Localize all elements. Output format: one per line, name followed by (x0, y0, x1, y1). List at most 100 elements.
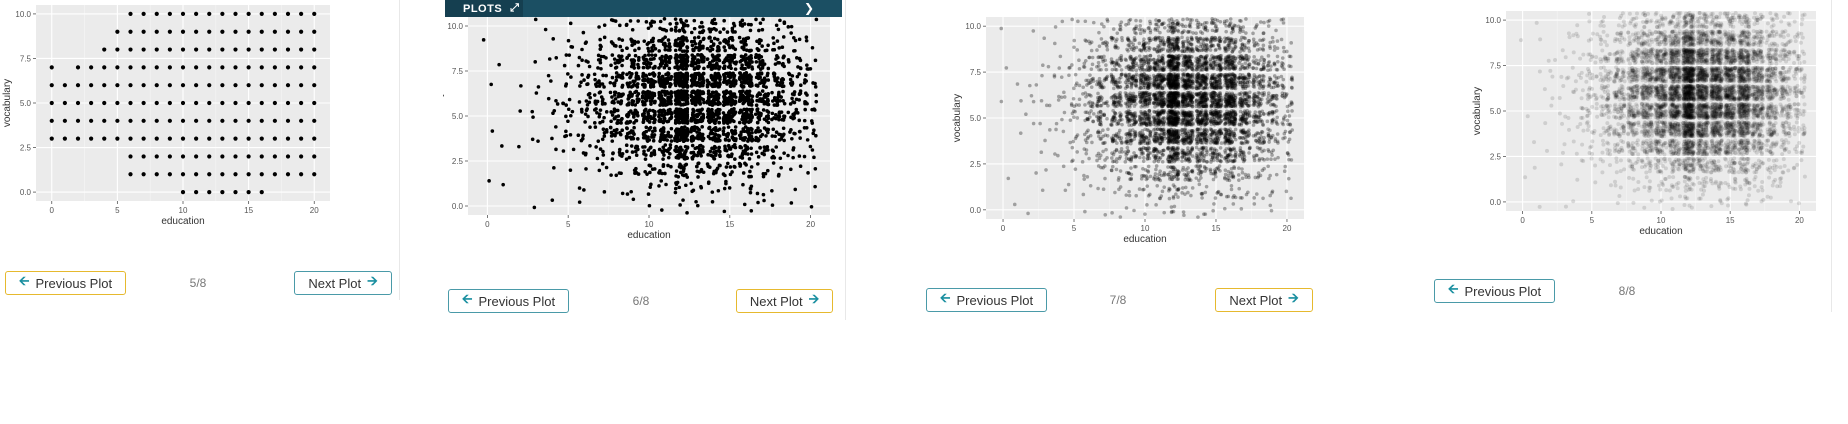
data-point (709, 128, 714, 133)
data-point (698, 30, 702, 35)
data-point (1124, 23, 1128, 27)
data-point (1146, 119, 1151, 124)
data-point (1110, 60, 1115, 64)
data-point (1060, 117, 1064, 122)
data-point (634, 74, 639, 78)
data-point (1141, 75, 1146, 79)
data-point (669, 76, 673, 81)
data-point (1058, 54, 1063, 59)
data-point (601, 149, 605, 154)
data-point (233, 65, 238, 70)
data-point (726, 53, 730, 58)
data-point (658, 109, 663, 114)
data-point (1073, 109, 1077, 114)
data-point (651, 43, 656, 48)
data-point (1142, 136, 1147, 140)
data-point (742, 54, 746, 59)
data-point (1126, 149, 1130, 153)
data-point (1126, 37, 1130, 42)
data-point (1126, 21, 1131, 26)
expand-icon[interactable]: ⤢ (510, 2, 520, 14)
data-point (1124, 193, 1129, 197)
data-point (780, 81, 785, 85)
data-point (180, 154, 186, 159)
data-point (678, 42, 682, 47)
data-point (762, 126, 767, 130)
plots-tab[interactable]: PLOTS ⤢ (445, 0, 523, 17)
x-tick-label: 0 (485, 220, 490, 229)
data-point (285, 154, 291, 159)
data-point (115, 136, 120, 141)
data-point (643, 61, 647, 66)
data-point (1102, 41, 1106, 45)
next-plot-label: Next Plot (749, 293, 803, 309)
next-plot-button-5[interactable]: Next Plot 🡪 (294, 271, 392, 295)
data-point (1146, 145, 1151, 150)
data-point (647, 203, 652, 208)
data-point (1134, 193, 1139, 198)
data-point (1128, 134, 1132, 138)
data-point (1127, 157, 1132, 162)
data-point (1118, 94, 1123, 98)
previous-plot-button-6[interactable]: 🡨 Previous Plot (448, 289, 569, 313)
data-point (630, 27, 635, 32)
data-point (1137, 187, 1142, 191)
data-point (701, 145, 705, 149)
data-point (1118, 91, 1123, 95)
data-point (1143, 127, 1147, 132)
data-point (1147, 74, 1152, 79)
data-point (674, 57, 679, 62)
data-point (1157, 157, 1162, 161)
data-point (588, 125, 592, 129)
data-point (652, 56, 656, 61)
data-point (1118, 114, 1123, 119)
data-point (1129, 138, 1134, 143)
next-plot-button-6[interactable]: Next Plot 🡪 (736, 289, 833, 313)
data-point (757, 111, 762, 116)
data-point (771, 161, 776, 165)
data-point (1176, 188, 1180, 192)
data-point (1130, 94, 1135, 99)
data-point (1129, 40, 1133, 45)
data-point (1096, 118, 1101, 123)
data-point (630, 60, 635, 64)
data-point (1142, 83, 1146, 88)
data-point (644, 107, 648, 112)
data-point (580, 58, 584, 62)
data-point (725, 134, 730, 139)
data-point (1101, 149, 1105, 154)
data-point (777, 138, 782, 142)
data-points (999, 17, 1295, 219)
previous-plot-button-5[interactable]: 🡨 Previous Plot (5, 271, 126, 295)
previous-plot-label: Previous Plot (478, 293, 556, 309)
data-point (1100, 85, 1104, 90)
data-point (643, 170, 647, 174)
data-point (637, 46, 641, 51)
data-point (194, 47, 199, 52)
data-point (761, 17, 765, 22)
data-point (742, 58, 747, 62)
data-point (1111, 102, 1116, 107)
chevron-right-icon[interactable]: ❯ (803, 1, 814, 15)
data-point (1141, 159, 1146, 164)
data-point (1097, 134, 1101, 139)
data-point (180, 172, 186, 177)
data-point (1144, 174, 1149, 178)
data-point (1134, 84, 1139, 89)
data-point (634, 118, 638, 123)
data-point (1133, 120, 1138, 125)
data-point (1131, 118, 1135, 123)
data-point (1101, 187, 1106, 191)
data-point (1145, 81, 1150, 86)
data-point (1145, 146, 1149, 151)
data-point (1043, 138, 1047, 143)
data-point (651, 138, 656, 143)
data-point (1114, 80, 1119, 84)
data-point (1128, 141, 1133, 146)
data-point (285, 118, 291, 123)
data-point (665, 55, 669, 60)
scatter-plot-5: 0 5 10 15 200.02.55.07.510.0educationvocabul… (2, 5, 330, 227)
data-point (1113, 43, 1118, 48)
data-point (746, 152, 750, 156)
data-point (1124, 156, 1129, 161)
